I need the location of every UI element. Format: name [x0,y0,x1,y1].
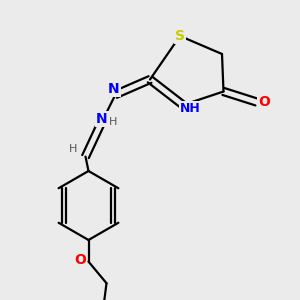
Text: NH: NH [180,101,201,115]
Text: N: N [96,112,108,126]
Text: N: N [108,82,120,96]
Text: S: S [175,29,185,43]
Text: H: H [109,117,117,127]
Text: O: O [258,95,270,109]
Text: H: H [69,144,78,154]
Text: O: O [74,253,86,267]
